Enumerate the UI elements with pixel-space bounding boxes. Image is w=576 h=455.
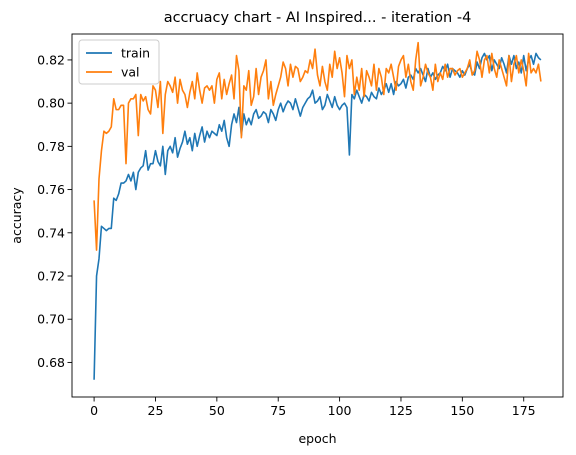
y-tick-label: 0.74 <box>37 225 65 240</box>
x-tick-label: 0 <box>90 403 98 418</box>
chart-title: accruacy chart - AI Inspired... - iterat… <box>164 10 472 26</box>
y-tick-label: 0.68 <box>37 355 65 370</box>
plot-area <box>71 33 564 398</box>
axes-frame <box>71 33 564 398</box>
y-tick-label: 0.76 <box>37 182 65 197</box>
x-tick-label: 125 <box>389 403 413 418</box>
legend: train val <box>78 39 160 85</box>
x-tick-label: 175 <box>512 403 536 418</box>
x-axis-label: epoch <box>298 431 336 446</box>
x-tick-label: 25 <box>148 403 164 418</box>
y-tick-label: 0.78 <box>37 139 65 154</box>
x-tick-label: 50 <box>209 403 225 418</box>
x-axis-ticks: 0 25 50 75 100 125 150 175 <box>90 397 536 418</box>
x-tick-label: 150 <box>450 403 474 418</box>
legend-box <box>78 39 160 85</box>
x-tick-label: 100 <box>328 403 352 418</box>
series-line-val <box>93 41 542 251</box>
y-tick-label: 0.70 <box>37 312 65 327</box>
y-tick-label: 0.82 <box>37 52 65 67</box>
legend-label-train: train <box>121 46 150 61</box>
x-tick-label: 75 <box>270 403 286 418</box>
legend-label-val: val <box>121 65 140 80</box>
y-tick-label: 0.72 <box>37 269 65 284</box>
y-axis-ticks: 0.68 0.70 0.72 0.74 0.76 0.78 0.80 0.82 <box>37 52 72 370</box>
y-tick-label: 0.80 <box>37 96 65 111</box>
y-axis-label: accuracy <box>9 187 24 244</box>
